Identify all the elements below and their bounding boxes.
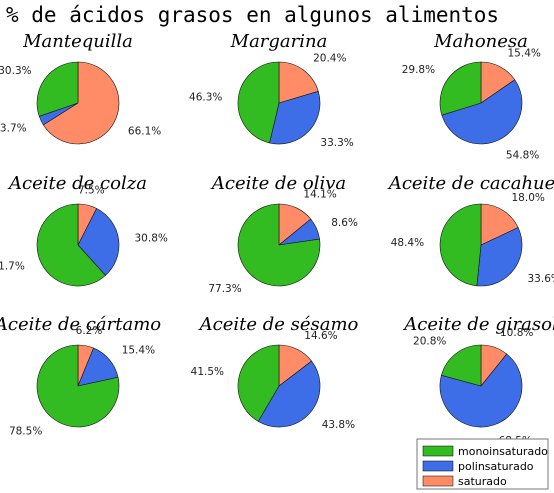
label-mantequilla-polinsaturado: 3.7%: [0, 123, 27, 135]
slice-aceite-de-girasol-monoinsaturado: [441, 344, 482, 387]
label-aceite-de-oliva-saturado: 14.1%: [303, 189, 336, 201]
slice-mantequilla-saturado: [42, 61, 120, 145]
slice-aceite-de-colza-monoinsaturado: [36, 203, 106, 287]
slice-aceite-de-sesamo-monoinsaturado: [237, 344, 280, 422]
pie-title-margarina: Margarina: [230, 31, 328, 52]
label-aceite-de-colza-polinsaturado: 30.8%: [135, 233, 168, 245]
pie-aceite-de-cacahuete: Aceite de cacahuete18.0% 33.6% 48.4%: [387, 173, 554, 287]
slice-aceite-de-cacahuete-monoinsaturado: [439, 203, 482, 287]
pie-title-aceite-de-cartamo: Aceite de cártamo: [0, 314, 161, 335]
chart-title: % de ácidos grasos en algunos alimentos: [6, 3, 499, 27]
legend-label-polinsaturado: polinsaturado: [458, 460, 534, 473]
label-margarina-polinsaturado: 33.3%: [320, 137, 353, 149]
pie-title-mahonesa: Mahonesa: [433, 31, 528, 52]
pie-title-aceite-de-colza: Aceite de colza: [7, 173, 147, 194]
slice-aceite-de-sesamo-polinsaturado: [257, 360, 321, 428]
slice-margarina-polinsaturado: [269, 90, 321, 145]
label-aceite-de-colza-saturado: 7.5%: [78, 185, 105, 197]
label-aceite-de-oliva-monoinsaturado: 77.3%: [208, 283, 241, 295]
legend-label-saturado: saturado: [458, 475, 507, 488]
label-aceite-de-cartamo-polinsaturado: 15.4%: [122, 344, 155, 356]
slice-margarina-monoinsaturado: [237, 61, 280, 144]
label-mantequilla-saturado: 66.1%: [128, 126, 161, 138]
slice-mahonesa-monoinsaturado: [439, 61, 482, 116]
pie-title-aceite-de-girasol: Aceite de girasol: [402, 314, 554, 335]
legend-swatch-polinsaturado: [422, 460, 454, 472]
pie-title-aceite-de-cacahuete: Aceite de cacahuete: [387, 173, 554, 194]
label-aceite-de-sesamo-monoinsaturado: 41.5%: [191, 366, 224, 378]
legend-label-monoinsaturado: monoinsaturado: [458, 445, 548, 458]
legend-swatch-saturado: [422, 475, 454, 487]
legend: monoinsaturado polinsaturado saturado: [416, 438, 549, 490]
label-mahonesa-polinsaturado: 54.8%: [506, 149, 539, 161]
label-aceite-de-cacahuete-monoinsaturado: 48.4%: [391, 237, 424, 249]
label-margarina-monoinsaturado: 46.3%: [189, 91, 222, 103]
label-aceite-de-girasol-saturado: 10.8%: [500, 327, 533, 339]
legend-swatch-monoinsaturado: [422, 445, 454, 457]
slice-aceite-de-cartamo-monoinsaturado: [36, 344, 120, 428]
slice-aceite-de-girasol-polinsaturado: [439, 353, 523, 428]
label-aceite-de-colza-monoinsaturado: 61.7%: [0, 261, 25, 273]
label-mantequilla-monoinsaturado: 30.3%: [0, 65, 32, 77]
label-aceite-de-cartamo-saturado: 6.2%: [76, 325, 103, 337]
label-aceite-de-cacahuete-polinsaturado: 33.6%: [528, 273, 554, 285]
slice-aceite-de-oliva-monoinsaturado: [237, 203, 321, 287]
slice-aceite-de-colza-polinsaturado: [77, 208, 120, 276]
slice-mahonesa-polinsaturado: [441, 79, 523, 145]
slice-mantequilla-monoinsaturado: [36, 61, 79, 117]
slice-aceite-de-cacahuete-polinsaturado: [476, 227, 523, 287]
label-aceite-de-sesamo-polinsaturado: 43.8%: [322, 419, 355, 431]
slice-margarina-saturado: [278, 61, 319, 104]
label-aceite-de-girasol-monoinsaturado: 20.8%: [413, 336, 446, 348]
pie-title-aceite-de-sesamo: Aceite de sésamo: [198, 314, 359, 335]
label-mahonesa-saturado: 15.4%: [508, 48, 541, 60]
label-aceite-de-oliva-polinsaturado: 8.6%: [331, 217, 358, 229]
pie-title-aceite-de-oliva: Aceite de oliva: [210, 173, 346, 194]
label-aceite-de-cacahuete-saturado: 18.0%: [512, 192, 545, 204]
pie-title-mantequilla: Mantequilla: [22, 31, 133, 52]
slice-aceite-de-cacahuete-saturado: [480, 203, 519, 246]
label-mahonesa-monoinsaturado: 29.8%: [402, 64, 435, 76]
label-aceite-de-sesamo-saturado: 14.6%: [304, 330, 337, 342]
pie-mantequilla: Mantequilla 66.1% 3.7% 30.3%: [0, 31, 161, 145]
label-aceite-de-cartamo-monoinsaturado: 78.5%: [9, 425, 42, 437]
label-margarina-saturado: 20.4%: [313, 52, 346, 64]
